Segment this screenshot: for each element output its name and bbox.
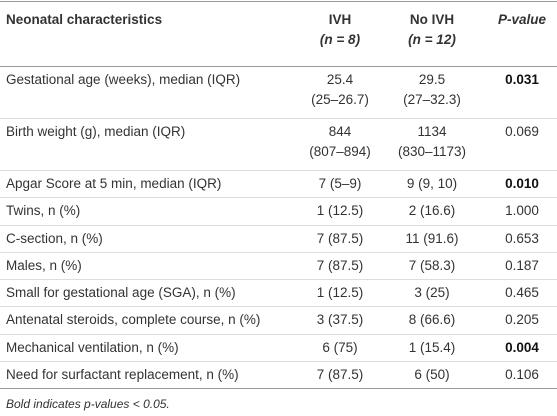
- header-label: Neonatal characteristics: [6, 12, 163, 27]
- ivh-cell: 7 (87.5): [316, 230, 364, 246]
- p-value: 0.010: [505, 176, 539, 191]
- no-ivh-cell: (27–32.3): [403, 92, 461, 107]
- row-label: Small for gestational age (SGA), n (%): [6, 285, 236, 300]
- row-label: Birth weight (g), median (IQR): [6, 124, 186, 139]
- row-separator: [0, 306, 557, 308]
- p-value: 0.653: [505, 230, 539, 246]
- ivh-cell: 7 (87.5): [316, 366, 364, 382]
- row-label: Need for surfactant replacement, n (%): [6, 366, 239, 382]
- no-ivh-cell: 9 (9, 10): [406, 176, 458, 191]
- row-label: Apgar Score at 5 min, median (IQR): [6, 176, 222, 191]
- ivh-cell: 3 (37.5): [316, 312, 364, 328]
- footnote: Bold indicates p-values < 0.05.: [6, 397, 170, 411]
- header-ivh-n: (n = 8): [319, 32, 361, 47]
- header-no-ivh: No IVH: [409, 12, 455, 27]
- no-ivh-cell: 6 (50): [414, 366, 450, 382]
- ivh-cell: (25–26.7): [311, 92, 369, 107]
- p-value: 0.069: [505, 124, 539, 139]
- ivh-cell: 1 (12.5): [316, 203, 364, 219]
- top-rule: [0, 1, 557, 2]
- row-separator: [0, 118, 557, 119]
- ivh-cell: 844: [328, 124, 352, 139]
- ivh-cell: 25.4: [326, 72, 354, 87]
- row-separator: [0, 170, 557, 171]
- row-separator: [0, 360, 557, 362]
- no-ivh-cell: 7 (58.3): [408, 257, 456, 273]
- row-separator: [0, 197, 557, 199]
- row-label: Mechanical ventilation, n (%): [6, 339, 179, 355]
- no-ivh-cell: 1 (15.4): [408, 339, 456, 355]
- p-value: 0.004: [505, 339, 539, 355]
- ivh-cell: 7 (87.5): [316, 257, 364, 273]
- header-ivh: IVH: [328, 12, 352, 27]
- no-ivh-cell: 3 (25): [414, 285, 450, 300]
- ivh-cell: 7 (5–9): [318, 176, 362, 191]
- no-ivh-cell: 29.5: [418, 72, 446, 87]
- no-ivh-cell: 8 (66.6): [408, 312, 456, 328]
- no-ivh-cell: 11 (91.6): [405, 230, 459, 246]
- row-label: Gestational age (weeks), median (IQR): [6, 72, 241, 87]
- no-ivh-cell: (830–1173): [397, 144, 467, 159]
- header-rule: [0, 66, 557, 67]
- bottom-rule: [0, 388, 557, 389]
- ivh-cell: 6 (75): [322, 339, 358, 355]
- p-value: 0.106: [505, 366, 539, 382]
- row-label: Antenatal steroids, complete course, n (…: [6, 312, 261, 328]
- p-value: 0.205: [505, 312, 539, 328]
- header-p: P-value: [497, 12, 547, 27]
- p-value: 0.031: [505, 72, 539, 87]
- row-label: C-section, n (%): [6, 230, 103, 246]
- ivh-cell: (807–894): [309, 144, 371, 159]
- no-ivh-cell: 2 (16.6): [408, 203, 456, 219]
- p-value: 1.000: [505, 203, 539, 219]
- row-separator: [0, 251, 557, 253]
- row-label: Males, n (%): [6, 257, 82, 273]
- p-value: 0.465: [505, 285, 539, 300]
- ivh-cell: 1 (12.5): [316, 285, 364, 300]
- header-no-ivh-n: (n = 12): [408, 32, 456, 47]
- no-ivh-cell: 1134: [417, 124, 447, 139]
- row-separator: [0, 224, 557, 226]
- row-separator: [0, 333, 557, 335]
- p-value: 0.187: [505, 257, 539, 273]
- row-label: Twins, n (%): [6, 203, 81, 219]
- row-separator: [0, 279, 557, 280]
